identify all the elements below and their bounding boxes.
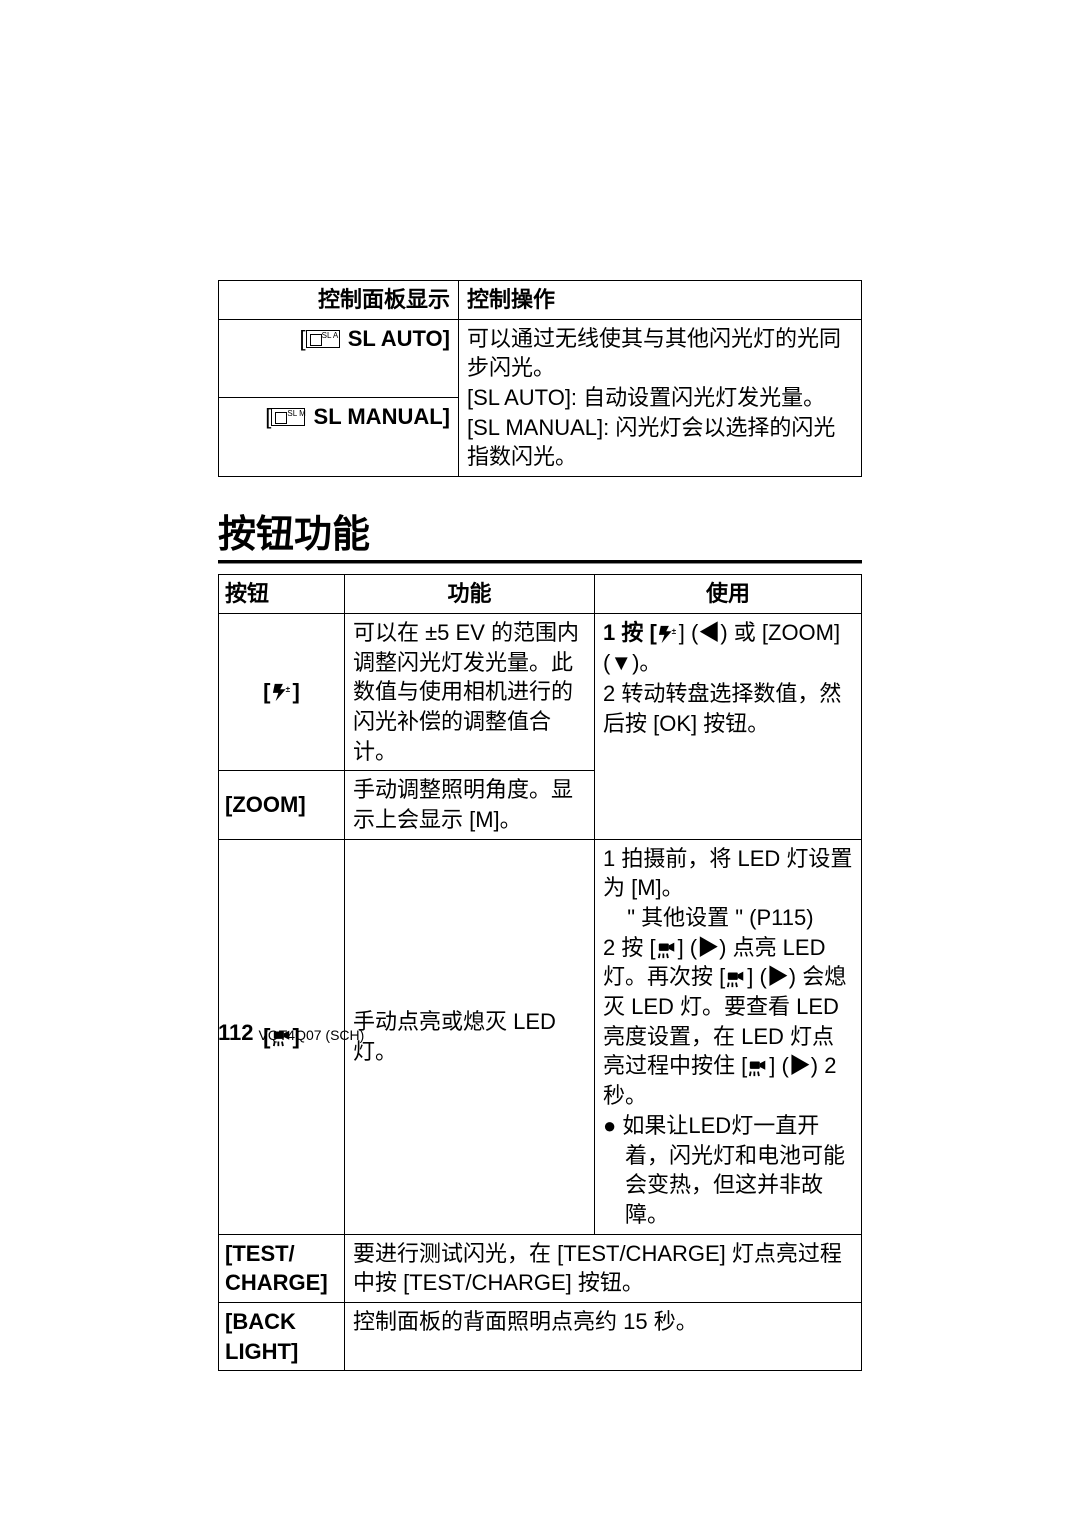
t2-row-backlight-text: 控制面板的背面照明点亮约 15 秒。 bbox=[345, 1302, 862, 1370]
sl-auto-label: SL AUTO] bbox=[348, 326, 450, 351]
t2-header-c1: 按钮 bbox=[219, 575, 345, 614]
t1-desc-cell: 可以通过无线使其与其他闪光灯的光同步闪光。 [SL AUTO]: 自动设置闪光灯… bbox=[459, 319, 862, 476]
flash-adj-bracket-close: ] bbox=[293, 679, 300, 704]
section-heading-wrap: 按钮功能 bbox=[218, 503, 862, 564]
t1-header-col1: 控制面板显示 bbox=[219, 281, 459, 320]
t2-header-c3: 使用 bbox=[595, 575, 862, 614]
led-usage-2: " 其他设置 " (P115) bbox=[603, 903, 853, 933]
t2-row-flash-adj-btn: [ ±] bbox=[219, 613, 345, 770]
t2-row-led-usage: 1 拍摄前，将 LED 灯设置为 [M]。 " 其他设置 " (P115) 2 … bbox=[595, 839, 862, 1234]
t1-header-col2: 控制操作 bbox=[459, 281, 862, 320]
svg-text:±: ± bbox=[671, 627, 676, 636]
led-icon-inline-2 bbox=[725, 968, 747, 988]
section-heading: 按钮功能 bbox=[218, 503, 862, 558]
t2-row-test-text: 要进行测试闪光，在 [TEST/CHARGE] 灯点亮过程中按 [TEST/CH… bbox=[345, 1234, 862, 1302]
page-footer: 112 VQT4Q07 (SCH) bbox=[218, 1020, 364, 1046]
heading-rule-thin bbox=[218, 563, 862, 564]
t2-row-backlight-btn: [BACK LIGHT] bbox=[219, 1302, 345, 1370]
t2-row-flash-adj-func: 可以在 ±5 EV 的范围内调整闪光灯发光量。此数值与使用相机进行的闪光补偿的调… bbox=[345, 613, 595, 770]
button-function-table: 按钮 功能 使用 [ ±] 可以在 ±5 EV 的范围内调整闪光灯发光量。此数值与… bbox=[218, 574, 862, 1371]
t2-usage-top: 1 按 [±] (◀) 或 [ZOOM] (▼)。 2 转动转盘选择数值，然后按… bbox=[595, 613, 862, 839]
led-usage-3: 2 按 [] (▶) 点亮 LED 灯。再次按 [] (▶) 会熄灭 LED 灯… bbox=[603, 933, 853, 1111]
test-charge-label: [TEST/ CHARGE] bbox=[225, 1241, 328, 1296]
led-icon-inline-3 bbox=[747, 1057, 769, 1077]
t1-row-sl-manual: [ SL MANUAL] bbox=[219, 398, 459, 477]
svg-text:±: ± bbox=[285, 685, 290, 694]
usage-line1-a: 1 按 [ bbox=[603, 620, 657, 645]
t2-row-zoom-btn: [ZOOM] bbox=[219, 771, 345, 839]
led-u3a: 2 按 [ bbox=[603, 935, 656, 960]
backlight-label: [BACK LIGHT] bbox=[225, 1309, 298, 1364]
sl-manual-label: SL MANUAL] bbox=[314, 404, 450, 429]
t2-row-zoom-func: 手动调整照明角度。显示上会显示 [M]。 bbox=[345, 771, 595, 839]
flash-adjust-icon: ± bbox=[271, 682, 293, 702]
t1-row-sl-auto: [ SL AUTO] bbox=[219, 319, 459, 398]
led-usage-1: 1 拍摄前，将 LED 灯设置为 [M]。 bbox=[603, 844, 853, 903]
usage-line2: 2 转动转盘选择数值，然后按 [OK] 按钮。 bbox=[603, 679, 853, 738]
usage-line1: 1 按 [±] (◀) 或 [ZOOM] (▼)。 bbox=[603, 618, 853, 677]
t2-header-c2: 功能 bbox=[345, 575, 595, 614]
page-number: 112 bbox=[218, 1020, 254, 1045]
t1-desc: 可以通过无线使其与其他闪光灯的光同步闪光。 [SL AUTO]: 自动设置闪光灯… bbox=[467, 326, 841, 470]
t2-row-test-btn: [TEST/ CHARGE] bbox=[219, 1234, 345, 1302]
flash-adjust-icon-inline: ± bbox=[657, 624, 679, 644]
led-icon-inline-1 bbox=[656, 939, 678, 959]
sl-auto-mode-icon bbox=[306, 330, 340, 348]
t2-row-led-func: 手动点亮或熄灭 LED 灯。 bbox=[345, 839, 595, 1234]
sl-manual-mode-icon bbox=[271, 408, 305, 426]
doc-code: VQT4Q07 (SCH) bbox=[259, 1027, 365, 1043]
control-panel-table: 控制面板显示 控制操作 [ SL AUTO] 可以通过无线使其与其他闪光灯的光同… bbox=[218, 280, 862, 477]
led-usage-bullet: ● 如果让LED灯一直开着，闪光灯和电池可能会变热，但这并非故障。 bbox=[603, 1111, 853, 1230]
flash-adj-bracket: [ bbox=[263, 679, 270, 704]
zoom-label: [ZOOM] bbox=[225, 792, 306, 817]
